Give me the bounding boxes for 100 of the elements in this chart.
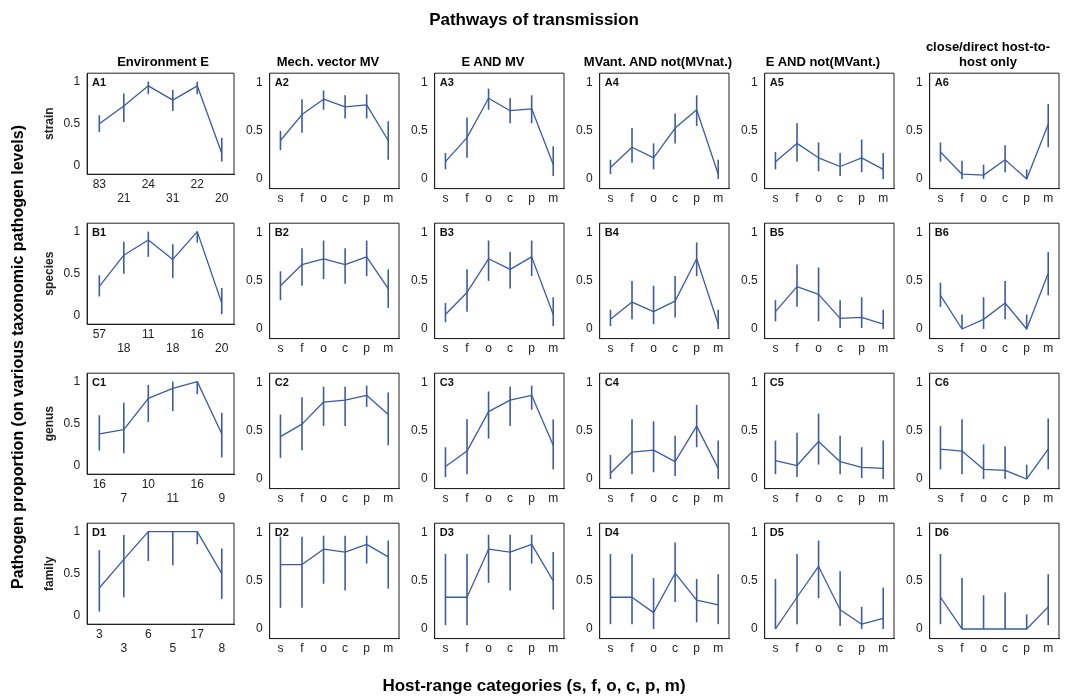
x-tick-label: 21 (117, 191, 131, 206)
x-tick-label: c (507, 641, 514, 656)
x-tick-label: p (858, 341, 866, 356)
y-tick-label: 0.5 (63, 116, 81, 131)
x-tick-label: c (1002, 491, 1009, 506)
y-axis-title: family (41, 556, 56, 592)
y-tick-label: 0 (585, 621, 593, 636)
x-tick-label: p (693, 491, 701, 506)
y-tick-label: 0 (585, 471, 593, 486)
x-tick-label: f (630, 191, 635, 206)
annotation: B5 (769, 225, 784, 238)
x-tick-label: 83 (92, 176, 107, 191)
x-tick-label: p (363, 191, 371, 206)
y-tick-label: 1 (585, 75, 593, 90)
x-tick-label: f (960, 191, 965, 206)
x-tick-label: p (858, 191, 866, 206)
annotation: D6 (934, 525, 949, 538)
x-tick-label: m (713, 641, 724, 656)
x-tick-label: s (277, 641, 284, 656)
x-tick-label: s (772, 641, 779, 656)
x-tick-label: f (630, 641, 635, 656)
x-tick-label: 16 (190, 326, 205, 341)
annotation: C6 (934, 375, 949, 388)
y-tick-label: 0 (750, 171, 758, 186)
x-tick-label: f (795, 341, 800, 356)
x-tick-label: 6 (144, 626, 152, 641)
y-tick-label: 1 (585, 375, 593, 390)
y-tick-label: 0.5 (410, 423, 428, 438)
x-tick-label: 3 (95, 626, 103, 641)
x-tick-label: 11 (166, 491, 180, 506)
y-tick-label: 1 (750, 225, 758, 240)
x-tick-label: f (465, 641, 470, 656)
x-tick-label: s (442, 191, 449, 206)
x-tick-label: m (383, 491, 394, 506)
x-tick-label: o (980, 341, 988, 356)
annotation: C5 (769, 375, 784, 388)
annotation: D1 (92, 525, 107, 538)
y-tick-label: 0 (73, 308, 81, 323)
chart-title: MVant. AND not(MVnat.) (583, 54, 733, 69)
x-tick-label: 8 (218, 641, 226, 656)
x-tick-label: p (363, 641, 371, 656)
x-tick-label: s (772, 341, 779, 356)
y-tick-label: 0.5 (245, 423, 263, 438)
y-tick-label: 1 (585, 225, 593, 240)
x-tick-label: m (383, 191, 394, 206)
x-tick-label: s (442, 491, 449, 506)
x-tick-label: m (878, 491, 889, 506)
annotation: C3 (439, 375, 454, 388)
y-tick-label: 0.5 (575, 573, 593, 588)
x-tick-label: m (878, 641, 889, 656)
x-tick-label: m (548, 491, 559, 506)
x-tick-label: 5 (169, 641, 177, 656)
y-tick-label: 0 (255, 321, 263, 336)
x-tick-label: f (795, 641, 800, 656)
x-tick-label: m (1043, 641, 1054, 656)
annotation: D4 (604, 525, 620, 538)
x-tick-label: o (815, 641, 823, 656)
y-tick-label: 0 (73, 458, 81, 473)
annotation: B3 (439, 225, 454, 238)
annotation: A6 (934, 75, 949, 88)
y-tick-label: 0.5 (63, 566, 81, 581)
x-tick-label: p (858, 491, 866, 506)
x-tick-label: f (300, 641, 305, 656)
x-tick-label: 20 (215, 191, 229, 206)
y-tick-label: 0 (915, 471, 923, 486)
x-tick-label: c (837, 491, 844, 506)
y-tick-label: 0.5 (245, 123, 263, 138)
x-tick-label: c (1002, 191, 1009, 206)
y-tick-label: 1 (73, 373, 81, 388)
x-tick-label: o (485, 341, 493, 356)
x-tick-label: 3 (120, 641, 128, 656)
x-tick-label: 20 (215, 341, 229, 356)
x-tick-label: f (465, 341, 470, 356)
x-tick-label: m (1043, 341, 1054, 356)
y-tick-label: 0.5 (245, 573, 263, 588)
y-tick-label: 0.5 (410, 123, 428, 138)
annotation: A2 (274, 75, 289, 88)
y-tick-label: 0 (915, 171, 923, 186)
x-tick-label: c (342, 641, 349, 656)
x-tick-label: s (277, 341, 284, 356)
x-tick-label: c (342, 191, 349, 206)
annotation: D3 (439, 525, 454, 538)
x-tick-label: m (878, 191, 889, 206)
x-tick-label: p (528, 191, 536, 206)
y-tick-label: 0.5 (63, 416, 81, 431)
annotation: C1 (92, 375, 107, 388)
x-tick-label: p (1023, 641, 1031, 656)
x-tick-label: s (607, 641, 614, 656)
y-tick-label: 1 (255, 225, 263, 240)
x-tick-label: s (277, 491, 284, 506)
y-tick-label: 0 (73, 608, 81, 623)
x-tick-label: f (465, 191, 470, 206)
x-tick-label: p (1023, 491, 1031, 506)
x-tick-label: m (878, 341, 889, 356)
x-tick-label: c (507, 341, 514, 356)
y-tick-label: 0.5 (905, 273, 923, 288)
y-tick-label: 0 (915, 621, 923, 636)
chart-title: E AND not(MVant.) (764, 54, 882, 69)
text: Pathways of transmission (428, 10, 640, 30)
x-tick-label: c (837, 191, 844, 206)
